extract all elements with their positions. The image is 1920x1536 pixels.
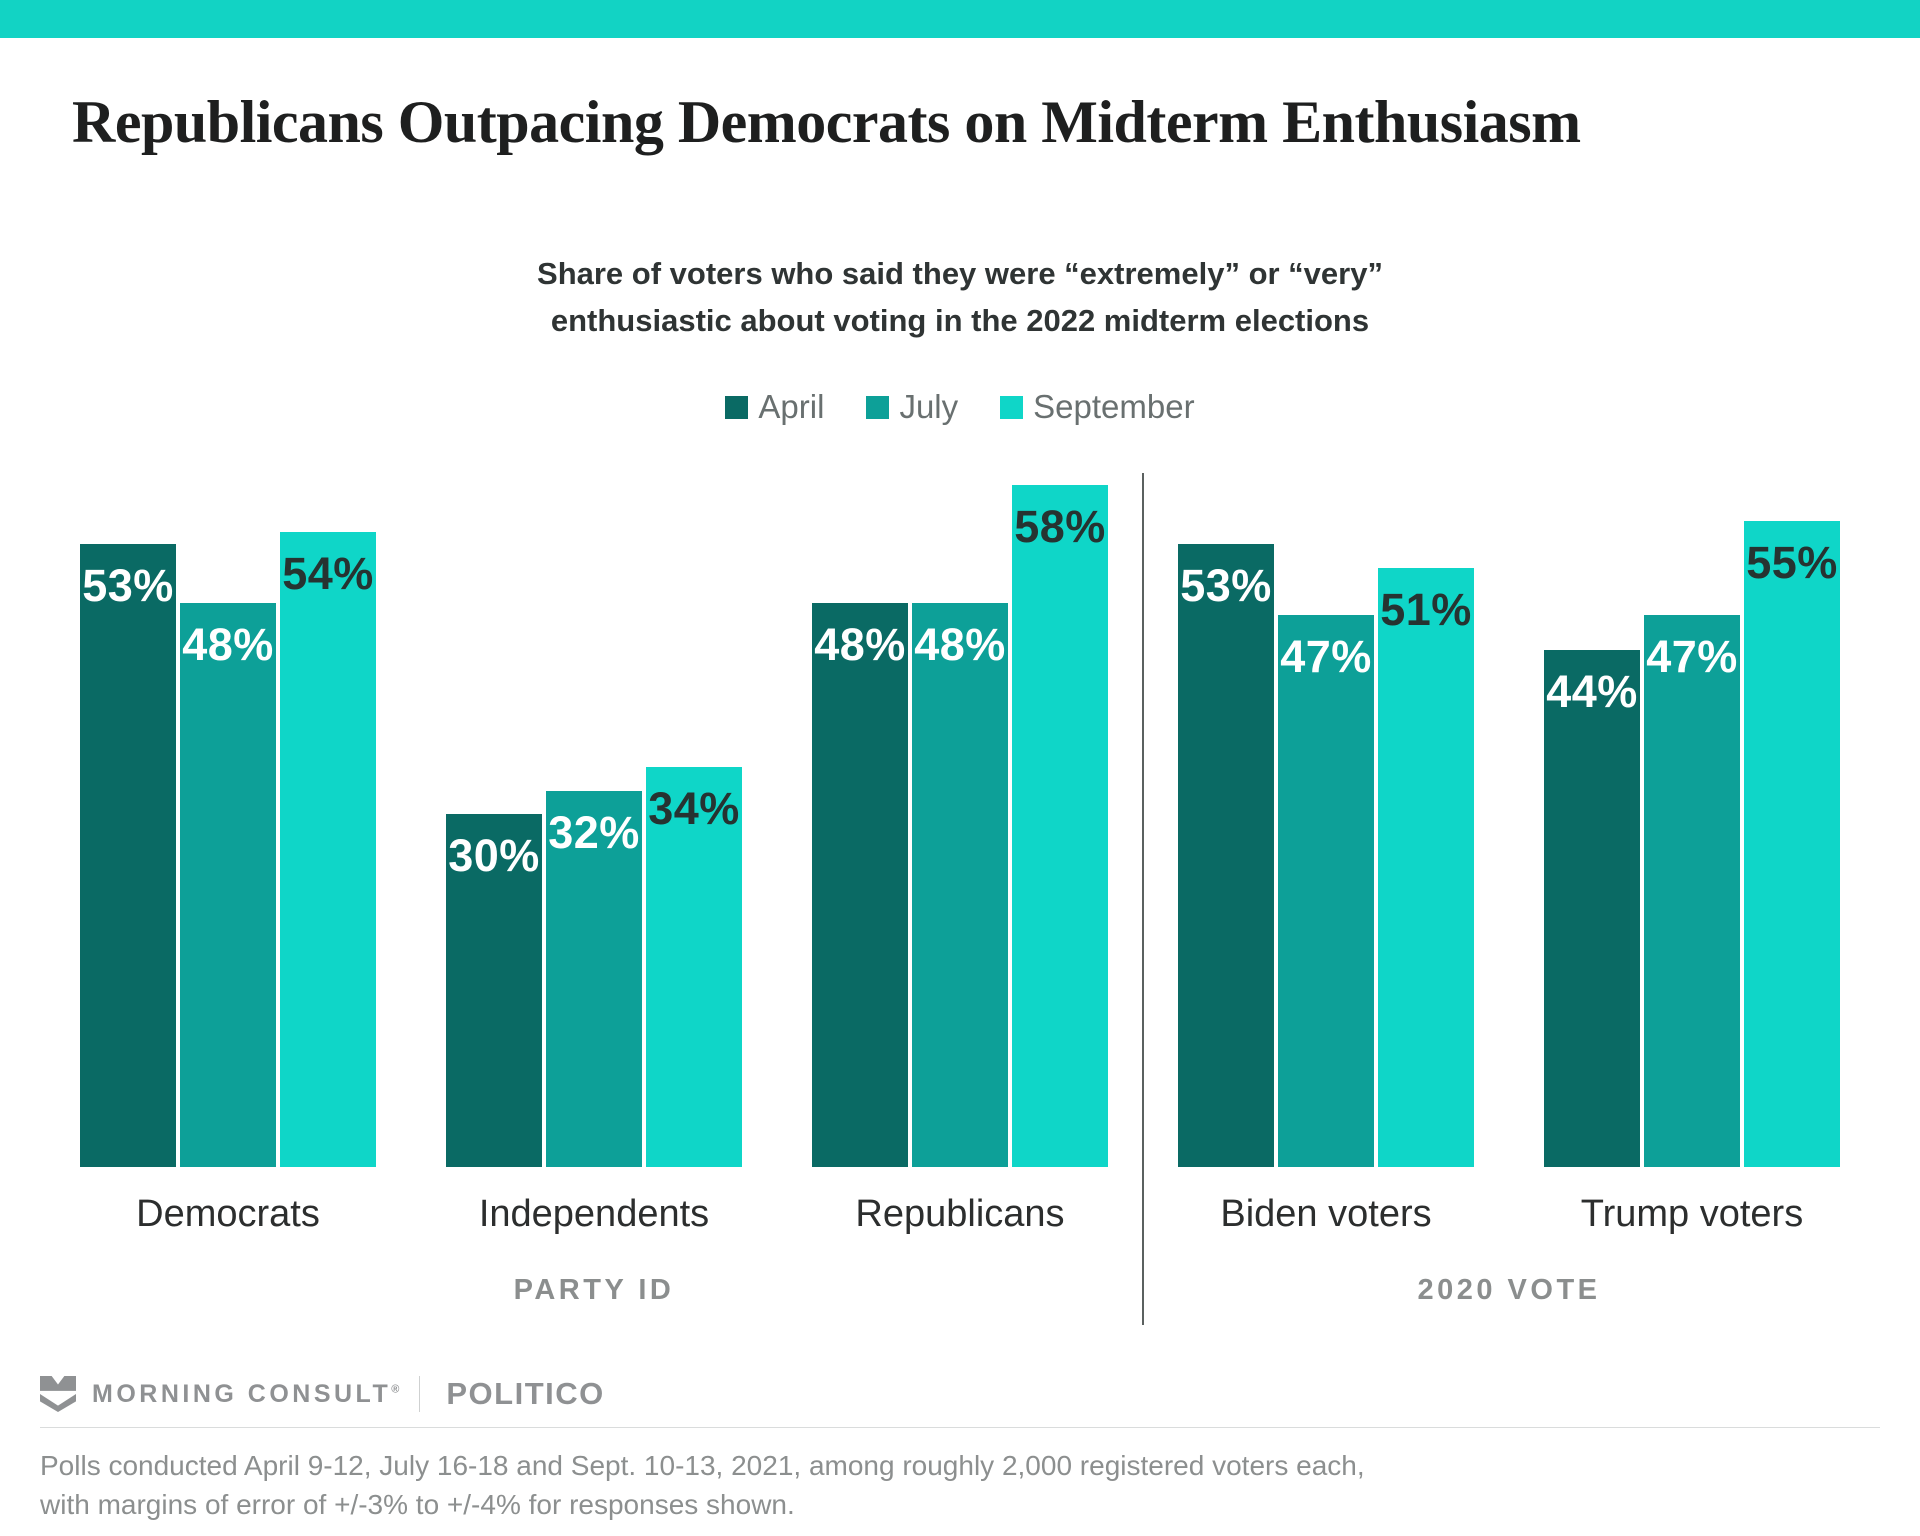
footnote-divider: [40, 1427, 1880, 1428]
bar-value-label: 30%: [448, 830, 540, 881]
legend-swatch-september: [1000, 395, 1024, 419]
section-label-2020-vote: 2020 VOTE: [1417, 1274, 1601, 1306]
category-label: Republicans: [855, 1193, 1065, 1235]
section-label-party-id: PARTY ID: [513, 1274, 675, 1306]
bar-value-label: 53%: [1180, 560, 1272, 611]
bar-september: 58%: [1012, 485, 1108, 1167]
bar-july: 47%: [1644, 615, 1740, 1167]
legend-item-july: July: [866, 388, 958, 426]
bars: 53% 47% 51%: [1178, 455, 1474, 1167]
top-accent-bar: [0, 0, 1920, 38]
legend-label: September: [1033, 388, 1195, 425]
bar-group-independents: 30% 32% 34% Independents: [446, 455, 742, 1235]
bar-value-label: 54%: [282, 548, 374, 599]
bar-july: 47%: [1278, 615, 1374, 1167]
legend-label: April: [758, 388, 825, 425]
legend-swatch-april: [725, 395, 749, 419]
bar-group-trump-voters: 44% 47% 55% Trump voters: [1544, 455, 1840, 1235]
bar-september: 55%: [1744, 521, 1840, 1167]
category-label: Independents: [478, 1193, 710, 1235]
bars: 53% 48% 54%: [80, 455, 376, 1167]
bar-value-label: 55%: [1746, 537, 1838, 588]
bar-april: 48%: [812, 603, 908, 1167]
bar-july: 32%: [546, 791, 642, 1167]
legend-item-april: April: [725, 388, 824, 426]
chart-subtitle: Share of voters who said they were “extr…: [0, 250, 1920, 344]
bar-value-label: 51%: [1380, 584, 1472, 635]
bar-september: 51%: [1378, 568, 1474, 1167]
bar-value-label: 48%: [182, 619, 274, 670]
legend-item-september: September: [1000, 388, 1195, 426]
morning-consult-wordmark: MORNING CONSULT®: [92, 1379, 400, 1408]
bar-value-label: 48%: [914, 619, 1006, 670]
bar-group-republicans: 48% 48% 58% Republicans: [812, 455, 1108, 1235]
footnote: Polls conducted April 9-12, July 16-18 a…: [40, 1446, 1540, 1524]
chart-subtitle-line1: Share of voters who said they were “extr…: [537, 256, 1383, 291]
bar-september: 54%: [280, 532, 376, 1167]
bars: 30% 32% 34%: [446, 455, 742, 1167]
bar-group-democrats: 53% 48% 54% Democrats: [80, 455, 376, 1235]
category-label: Democrats: [136, 1193, 320, 1235]
bar-value-label: 47%: [1280, 631, 1372, 682]
bar-chart: 53% 48% 54% Democrats 30% 32% 34% Independents 4…: [80, 455, 1840, 1235]
bar-april: 53%: [1178, 544, 1274, 1167]
footnote-line2: with margins of error of +/-3% to +/-4% …: [40, 1489, 795, 1520]
chart-subtitle-line2: enthusiastic about voting in the 2022 mi…: [550, 303, 1370, 338]
brand-separator: [419, 1376, 421, 1412]
category-label: Trump voters: [1580, 1193, 1804, 1235]
bar-value-label: 58%: [1014, 501, 1106, 552]
bar-april: 30%: [446, 814, 542, 1167]
bar-value-label: 47%: [1646, 631, 1738, 682]
bars: 44% 47% 55%: [1544, 455, 1840, 1167]
bar-value-label: 48%: [814, 619, 906, 670]
bar-april: 44%: [1544, 650, 1640, 1167]
registered-mark: ®: [391, 1383, 400, 1396]
bar-value-label: 32%: [548, 807, 640, 858]
legend-swatch-july: [866, 395, 890, 419]
bar-value-label: 34%: [648, 783, 740, 834]
bar-value-label: 53%: [82, 560, 174, 611]
category-label: Biden voters: [1220, 1193, 1432, 1235]
page-title: Republicans Outpacing Democrats on Midte…: [72, 89, 1581, 155]
morning-consult-m-icon: [40, 1376, 76, 1412]
bar-group-biden-voters: 53% 47% 51% Biden voters: [1178, 455, 1474, 1235]
bars: 48% 48% 58%: [812, 455, 1108, 1167]
bar-september: 34%: [646, 767, 742, 1167]
bar-value-label: 44%: [1546, 666, 1638, 717]
footnote-line1: Polls conducted April 9-12, July 16-18 a…: [40, 1450, 1365, 1481]
bar-april: 53%: [80, 544, 176, 1167]
footer-brand-bar: MORNING CONSULT® POLITICO: [40, 1376, 605, 1412]
politico-wordmark: POLITICO: [446, 1376, 605, 1411]
bar-july: 48%: [912, 603, 1008, 1167]
chart-legend: April July September: [0, 388, 1920, 426]
section-divider-line: [1142, 473, 1144, 1325]
legend-label: July: [899, 388, 959, 425]
bar-july: 48%: [180, 603, 276, 1167]
